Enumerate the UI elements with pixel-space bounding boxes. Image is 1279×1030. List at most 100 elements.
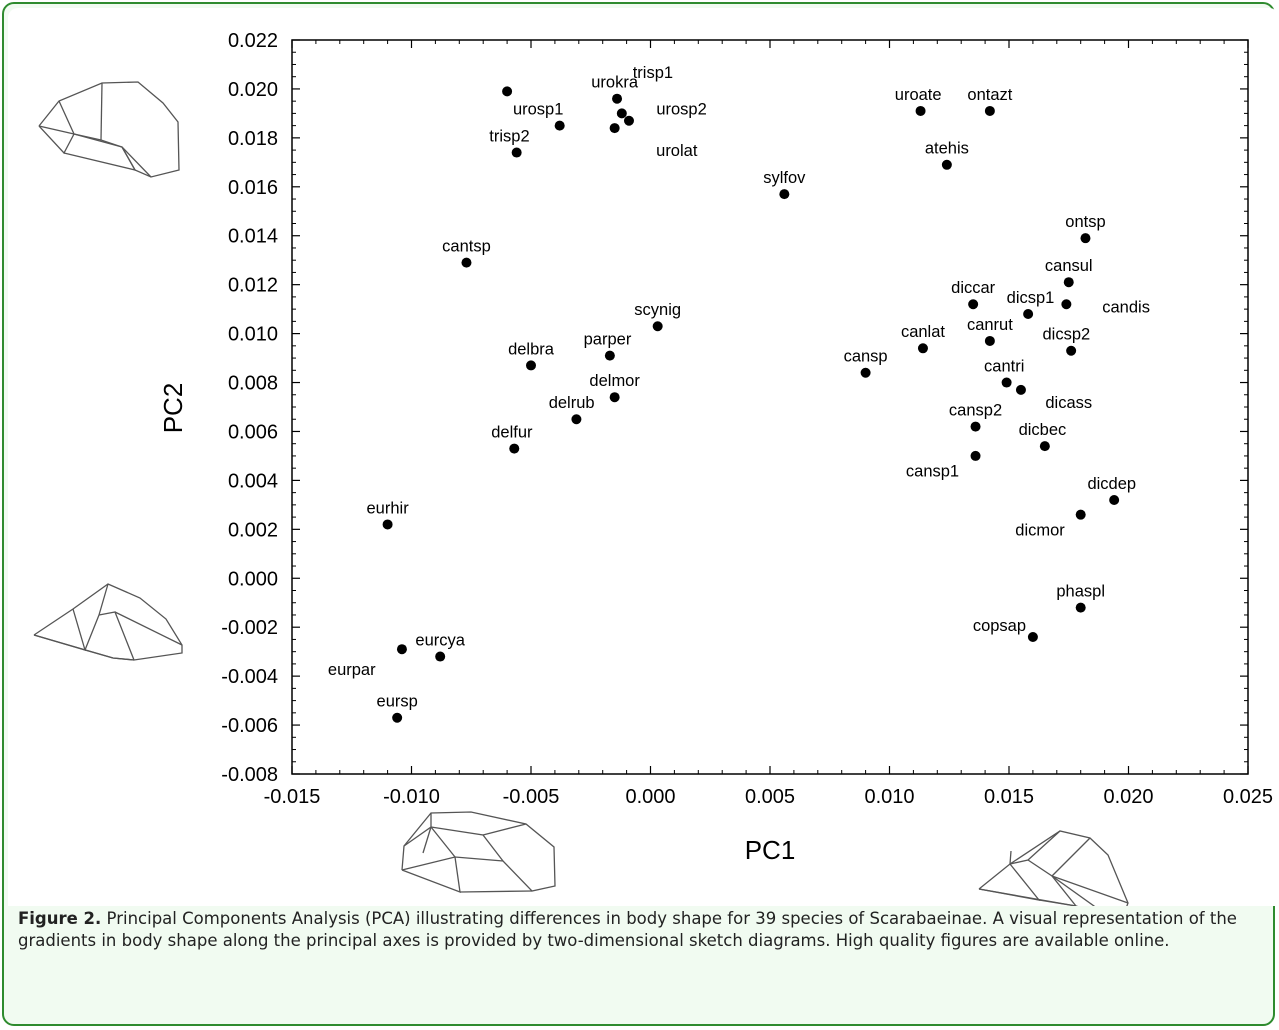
point-label: dicbec — [1019, 421, 1067, 439]
point-label: delmor — [589, 372, 640, 390]
x-tick-label: 0.015 — [984, 786, 1034, 808]
data-point — [609, 392, 620, 403]
figure-caption: Figure 2. Principal Components Analysis … — [18, 908, 1268, 952]
point-label: dicdep — [1087, 475, 1136, 493]
point-label: eursp — [377, 693, 418, 711]
point-label: delfur — [491, 423, 533, 441]
point-label: delrub — [549, 394, 595, 412]
y-tick-label: 0.016 — [228, 177, 278, 199]
point-label: scynig — [634, 301, 681, 319]
y-tick-label: 0.014 — [228, 226, 278, 248]
chart-panel: -0.015 -0.010 -0.005 0.000 0.005 0.010 0.015 0.… — [8, 8, 1279, 906]
plot-frame — [291, 39, 1249, 775]
y-tick-label: -0.008 — [221, 764, 278, 786]
x-tick-label: 0.025 — [1223, 786, 1273, 808]
y-tick-label: 0.002 — [228, 519, 278, 541]
data-point — [860, 367, 871, 378]
point-label: canrut — [967, 316, 1013, 334]
point-label: delbra — [508, 340, 555, 358]
data-point — [1015, 384, 1026, 395]
body-shape-sketch-top-left — [38, 81, 180, 178]
point-label: parper — [584, 330, 632, 348]
y-tick-label: 0.006 — [228, 421, 278, 443]
data-point — [1061, 299, 1072, 310]
point-label: canlat — [901, 323, 945, 341]
pca-scatter-chart: -0.015 -0.010 -0.005 0.000 0.005 0.010 0.015 0.… — [33, 30, 1273, 906]
point-label: cantri — [984, 357, 1024, 375]
y-tick-label: 0.008 — [228, 373, 278, 395]
x-tick-label: 0.010 — [864, 786, 914, 808]
point-label: eurpar — [328, 661, 376, 679]
data-point — [511, 147, 522, 158]
y-tick-label: 0.020 — [228, 79, 278, 101]
point-label: urolat — [656, 142, 698, 160]
point-label: dicsp1 — [1007, 289, 1055, 307]
point-label: cantsp — [442, 238, 491, 256]
data-point — [1075, 509, 1086, 520]
caption-text: Principal Components Analysis (PCA) illu… — [18, 909, 1237, 950]
data-point — [609, 123, 620, 134]
data-point — [652, 321, 663, 332]
y-tick-label: 0.018 — [228, 128, 278, 150]
y-tick-label: -0.004 — [221, 666, 278, 688]
point-label: phaspl — [1056, 583, 1105, 601]
data-point — [461, 257, 472, 268]
data-point — [941, 159, 952, 170]
x-tick-label: 0.000 — [625, 786, 675, 808]
data-point — [612, 93, 623, 104]
point-label: eurhir — [367, 499, 410, 517]
y-tick-label: 0.010 — [228, 324, 278, 346]
point-label: cansul — [1045, 257, 1093, 275]
data-point — [1027, 631, 1038, 642]
data-point — [1080, 233, 1091, 244]
data-point — [604, 350, 615, 361]
data-point — [917, 343, 928, 354]
data-point — [1109, 494, 1120, 505]
data-point — [970, 421, 981, 432]
point-label: dicmor — [1015, 521, 1065, 539]
x-tick-label: -0.015 — [264, 786, 321, 808]
point-label: eurcya — [415, 631, 465, 649]
y-tick-label: 0.012 — [228, 275, 278, 297]
point-label: trisp2 — [489, 127, 529, 145]
point-label: dicass — [1045, 394, 1092, 412]
point-label: cansp — [844, 348, 888, 366]
body-shape-sketch-mid-left — [33, 583, 183, 661]
data-point — [571, 414, 582, 425]
data-point — [382, 519, 393, 530]
data-point — [526, 360, 536, 371]
x-tick-label: 0.005 — [745, 786, 795, 808]
data-point — [623, 115, 634, 126]
x-tick-label: 0.020 — [1103, 786, 1153, 808]
y-tick-label: 0.000 — [228, 568, 278, 590]
point-label: atehis — [925, 140, 969, 158]
point-label: trisp1 — [633, 64, 673, 82]
point-label: ontsp — [1065, 213, 1105, 231]
data-point — [435, 651, 446, 662]
data-point — [970, 450, 981, 461]
data-point — [1023, 309, 1034, 320]
data-point — [1063, 277, 1074, 288]
point-label: cansp2 — [949, 401, 1002, 419]
point-label: uroate — [895, 86, 942, 104]
data-point — [984, 105, 995, 116]
data-point — [554, 120, 565, 131]
y-axis-title: PC2 — [158, 383, 188, 434]
point-label: urokra — [591, 74, 639, 92]
data-points: trisp1 trisp2 urosp1 urokra urosp2 urolat sylf… — [328, 64, 1150, 723]
y-tick-label: -0.006 — [221, 715, 278, 737]
point-label: cansp1 — [906, 463, 959, 481]
body-shape-sketch-bottom-right — [978, 830, 1129, 906]
axes: -0.015 -0.010 -0.005 0.000 0.005 0.010 0.015 0.… — [221, 30, 1273, 808]
point-label: candis — [1102, 299, 1150, 317]
data-point — [1001, 377, 1012, 388]
data-point — [502, 86, 513, 97]
y-tick-label: -0.002 — [221, 617, 278, 639]
y-tick-label: 0.004 — [228, 470, 278, 492]
data-point — [779, 189, 790, 200]
x-tick-label: -0.010 — [383, 786, 440, 808]
data-point — [1066, 345, 1077, 356]
point-label: diccar — [951, 279, 996, 297]
data-point — [1039, 441, 1050, 452]
